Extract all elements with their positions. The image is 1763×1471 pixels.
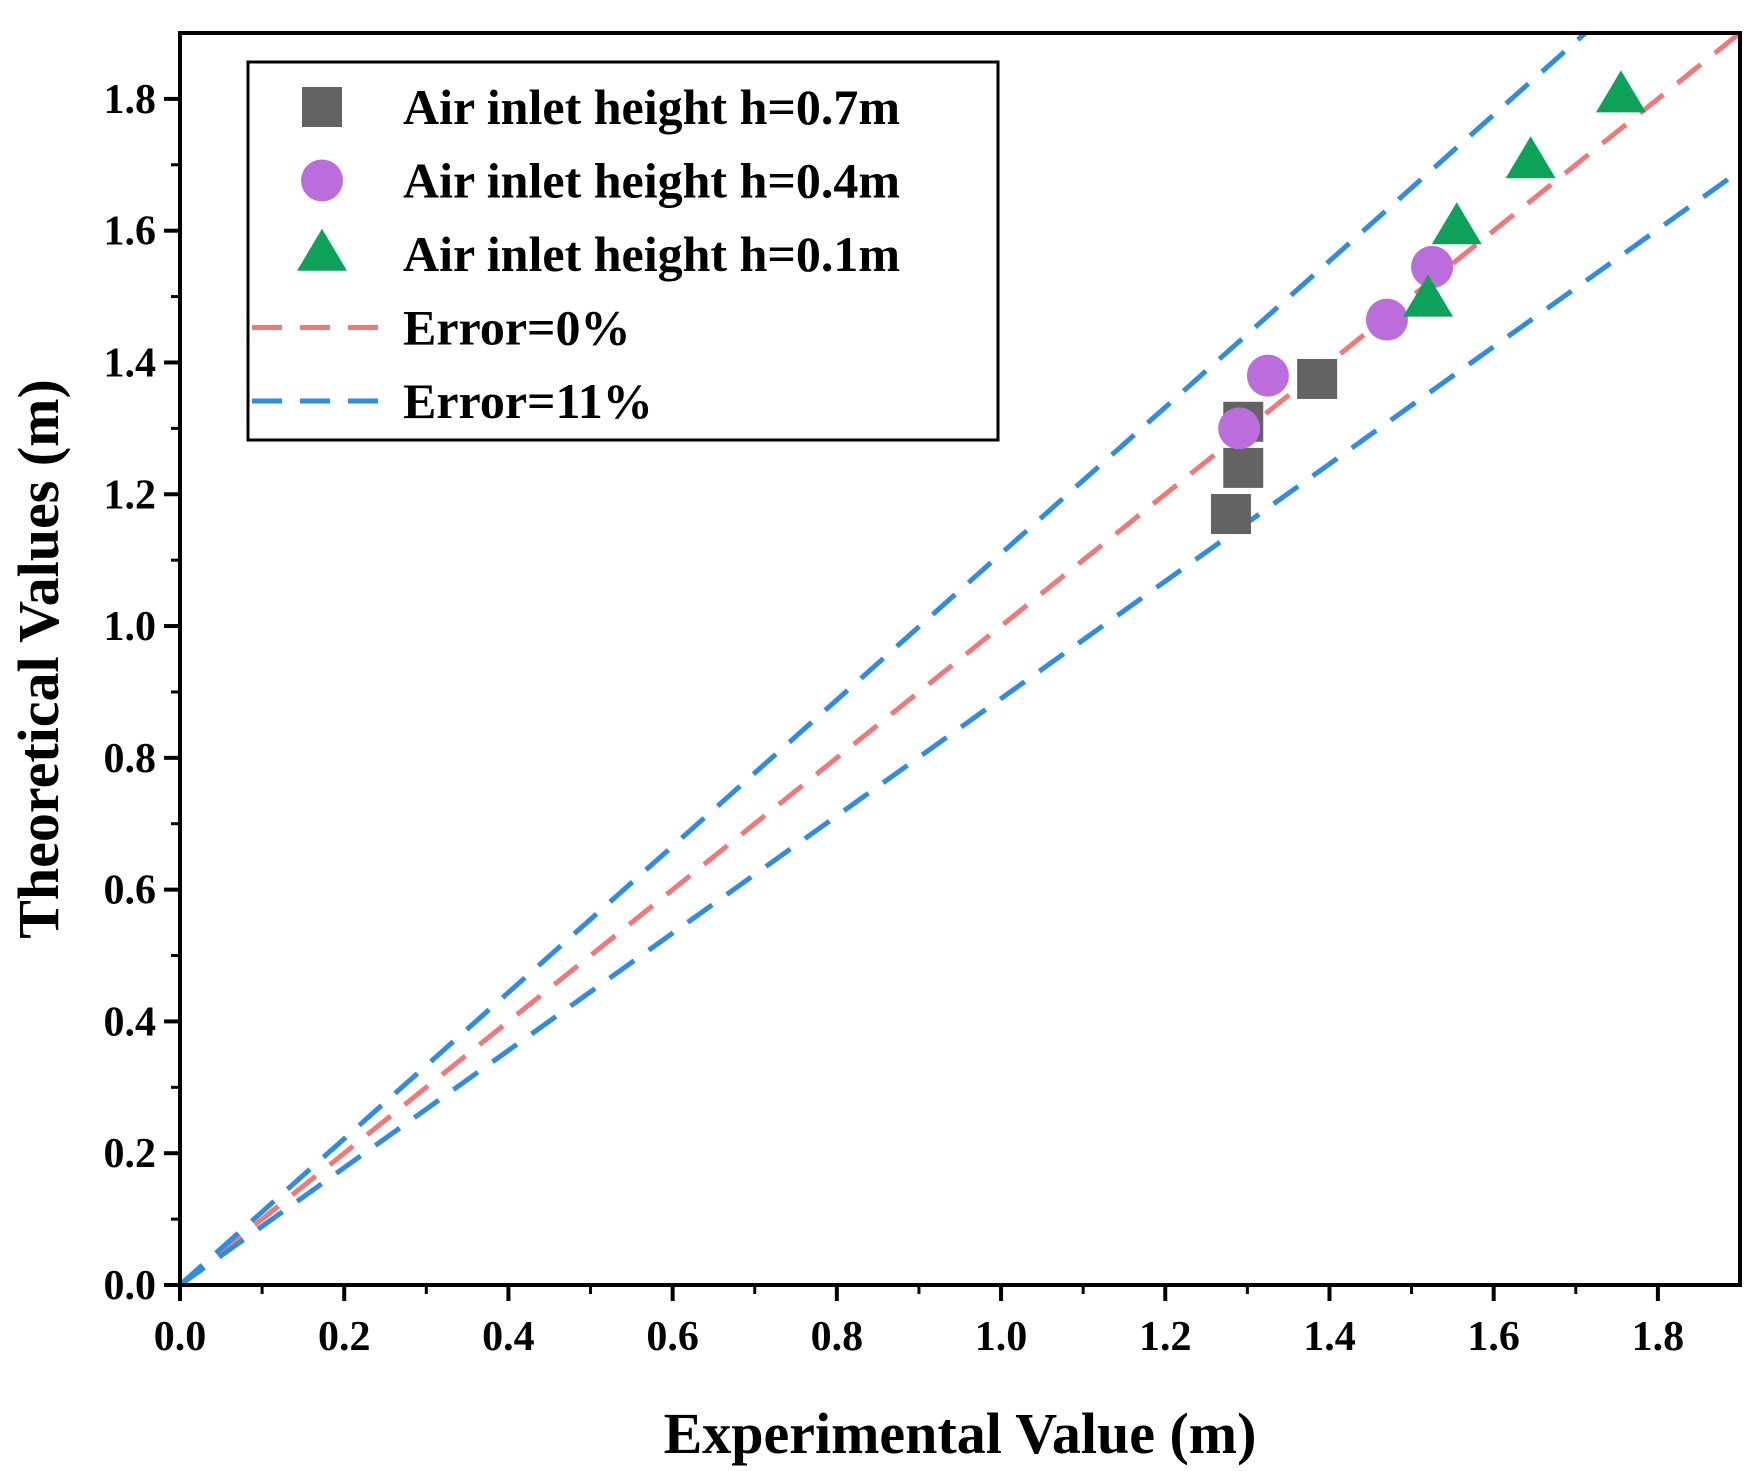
data-point-triangle-3 (1595, 70, 1646, 113)
axes (178, 31, 1742, 1287)
legend-label: Air inlet height h=0.1m (403, 226, 900, 282)
y-tick-label: 1.6 (104, 209, 157, 255)
data-point-square-3 (1297, 358, 1338, 399)
legend-box (246, 60, 1000, 442)
x-tick-label: 1.0 (975, 1314, 1028, 1360)
reference-lines (180, 33, 1740, 1285)
legend-label: Error=0% (403, 300, 631, 356)
x-tick-label: 0.0 (154, 1314, 207, 1360)
data-markers (1210, 70, 1646, 535)
y-tick-label: 0.6 (104, 868, 157, 914)
legend-marker-square (302, 87, 342, 127)
y-tick-label: 1.8 (104, 77, 157, 123)
legend-label: Air inlet height h=0.7m (403, 79, 900, 135)
x-tick-label: 0.2 (318, 1314, 371, 1360)
x-axis-title: Experimental Value (m) (664, 1401, 1257, 1466)
x-tick-label: 1.6 (1467, 1314, 1520, 1360)
data-point-circle-2 (1365, 298, 1408, 341)
data-point-triangle-0 (1403, 274, 1453, 317)
data-point-triangle-1 (1431, 202, 1482, 245)
reference-line-2 (180, 168, 1740, 1285)
x-tick-label: 0.8 (811, 1314, 864, 1360)
ticks: 0.0 0.2 0.4 0.6 0.8 1.0 1.2 1.4 1.6 1.8 0.0 0.2 0.4 0… (104, 77, 1685, 1360)
data-point-square-0 (1210, 494, 1251, 535)
y-tick-label: 1.2 (104, 472, 157, 518)
legend: Air inlet height h=0.7m Air inlet height … (246, 60, 1000, 442)
legend-label: Error=11% (403, 373, 653, 429)
y-tick-label: 0.0 (104, 1263, 157, 1309)
y-tick-label: 0.2 (104, 1131, 157, 1177)
legend-marker-triangle (297, 228, 347, 271)
x-tick-label: 1.4 (1303, 1314, 1356, 1360)
data-point-circle-1 (1246, 354, 1289, 397)
data-point-triangle-2 (1505, 136, 1556, 179)
x-tick-label: 0.4 (482, 1314, 535, 1360)
y-tick-label: 0.4 (104, 999, 157, 1045)
y-tick-label: 0.8 (104, 736, 157, 782)
x-tick-label: 1.8 (1632, 1314, 1685, 1360)
data-point-circle-0 (1218, 407, 1261, 450)
y-tick-label: 1.0 (104, 604, 157, 650)
data-point-square-1 (1223, 447, 1264, 488)
reference-line-1 (180, 33, 1590, 1285)
y-axis-title: Theoretical Values (m) (6, 379, 71, 939)
legend-marker-circle (301, 159, 343, 202)
x-tick-label: 1.2 (1139, 1314, 1192, 1360)
data-point-circle-3 (1411, 245, 1454, 288)
legend-label: Air inlet height h=0.4m (403, 153, 900, 209)
plot-frame (178, 31, 1742, 1287)
x-tick-label: 0.6 (646, 1314, 699, 1360)
y-tick-label: 1.4 (104, 340, 157, 386)
